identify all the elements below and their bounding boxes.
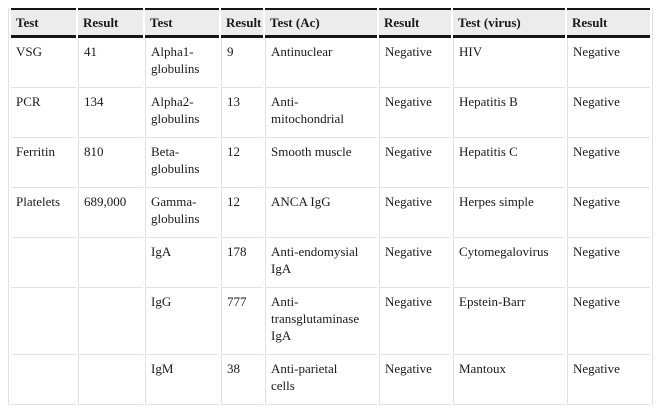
table-cell: Negative <box>379 88 451 138</box>
table-cell: Beta- globulins <box>145 138 219 188</box>
table-cell: 12 <box>221 188 263 238</box>
table-cell <box>11 238 76 288</box>
header-cell-test-2: Test <box>145 8 219 38</box>
header-cell-test-virus: Test (virus) <box>453 8 565 38</box>
table-row-igm: IgM 38 Anti-parietal cells Negative Mant… <box>11 355 650 405</box>
table-cell: IgA <box>145 238 219 288</box>
header-cell-test-1: Test <box>11 8 76 38</box>
table-cell: Platelets <box>11 188 76 238</box>
table-cell: Hepatitis B <box>453 88 565 138</box>
table-cell: IgM <box>145 355 219 405</box>
table-cell: 9 <box>221 38 263 88</box>
table-row-iga: IgA 178 Anti-endomysial IgA Negative Cyt… <box>11 238 650 288</box>
table-cell: 810 <box>78 138 143 188</box>
lab-results-table: Test Result Test Result Test (Ac) Result… <box>8 8 653 405</box>
table-cell: 41 <box>78 38 143 88</box>
table-cell: Negative <box>567 38 650 88</box>
table-cell: Anti-endomysial IgA <box>265 238 377 288</box>
table-cell: PCR <box>11 88 76 138</box>
table-cell: 178 <box>221 238 263 288</box>
table-cell: Negative <box>567 288 650 355</box>
header-cell-result-2: Result <box>221 8 263 38</box>
table-cell: 13 <box>221 88 263 138</box>
table-cell: Negative <box>567 88 650 138</box>
table-cell: Negative <box>379 38 451 88</box>
table-cell: 12 <box>221 138 263 188</box>
table-cell: Negative <box>567 188 650 238</box>
table-cell: Negative <box>379 238 451 288</box>
table-cell: Negative <box>567 355 650 405</box>
table-cell: Negative <box>379 138 451 188</box>
table-cell: 38 <box>221 355 263 405</box>
table-row-ferritin: Ferritin 810 Beta- globulins 12 Smooth m… <box>11 138 650 188</box>
table-cell: Negative <box>379 355 451 405</box>
table-cell: Smooth muscle <box>265 138 377 188</box>
table-cell: Ferritin <box>11 138 76 188</box>
table-cell: Cytomegalovirus <box>453 238 565 288</box>
header-row: Test Result Test Result Test (Ac) Result… <box>11 8 650 38</box>
table-cell: Hepatitis C <box>453 138 565 188</box>
table-row-vsg: VSG 41 Alpha1- globulins 9 Antinuclear N… <box>11 38 650 88</box>
table-cell: ANCA IgG <box>265 188 377 238</box>
table-cell: Herpes simple <box>453 188 565 238</box>
table-cell: 689,000 <box>78 188 143 238</box>
table-cell: 777 <box>221 288 263 355</box>
table-cell: HIV <box>453 38 565 88</box>
table-cell <box>11 355 76 405</box>
header-cell-result-4: Result <box>567 8 650 38</box>
table-row-platelets: Platelets 689,000 Gamma- globulins 12 AN… <box>11 188 650 238</box>
header-cell-result-1: Result <box>78 8 143 38</box>
table-cell: Anti- transglutaminase IgA <box>265 288 377 355</box>
table-cell: VSG <box>11 38 76 88</box>
table-cell: Alpha1- globulins <box>145 38 219 88</box>
table-cell: IgG <box>145 288 219 355</box>
header-cell-test-ac: Test (Ac) <box>265 8 377 38</box>
table-cell <box>78 288 143 355</box>
table-cell <box>78 355 143 405</box>
table-cell: Anti-parietal cells <box>265 355 377 405</box>
table-cell: Negative <box>567 238 650 288</box>
table-cell: Alpha2- globulins <box>145 88 219 138</box>
table-cell: 134 <box>78 88 143 138</box>
table-cell: Anti- mitochondrial <box>265 88 377 138</box>
table-cell <box>78 238 143 288</box>
table-cell: Negative <box>567 138 650 188</box>
table-row-igg: IgG 777 Anti- transglutaminase IgA Negat… <box>11 288 650 355</box>
table-row-pcr: PCR 134 Alpha2- globulins 13 Anti- mitoc… <box>11 88 650 138</box>
table-cell: Antinuclear <box>265 38 377 88</box>
table-cell <box>11 288 76 355</box>
table-cell: Negative <box>379 288 451 355</box>
table-cell: Negative <box>379 188 451 238</box>
table-cell: Epstein-Barr <box>453 288 565 355</box>
table-cell: Mantoux <box>453 355 565 405</box>
header-cell-result-3: Result <box>379 8 451 38</box>
table-cell: Gamma- globulins <box>145 188 219 238</box>
